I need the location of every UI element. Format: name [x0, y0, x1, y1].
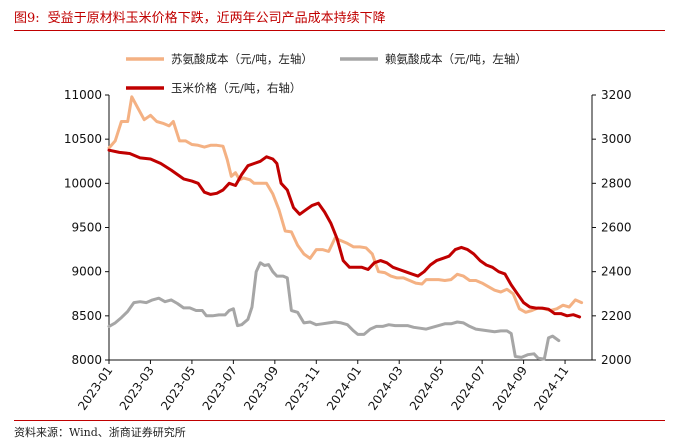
x-axis-tick-label: 2023-09 [241, 364, 281, 413]
right-axis-tick-label: 2400 [601, 265, 632, 279]
left-axis-tick-label: 8500 [71, 309, 102, 323]
right-axis-tick-label: 2600 [601, 221, 632, 235]
source-note: 资料来源：Wind、浙商证券研究所 [14, 426, 186, 439]
right-axis-tick-label: 2800 [601, 176, 632, 190]
right-axis-tick-label: 3000 [601, 132, 632, 146]
x-axis-tick-label: 2024-03 [365, 364, 405, 413]
series-line-1 [107, 95, 584, 314]
legend-label-2: 赖氨酸成本（元/吨，左轴） [385, 52, 527, 66]
chart-axes: 8000 8500 9000 9500 10000 10500 11000 2000 2200 2… [64, 88, 632, 413]
x-axis-tick-label: 2024-11 [531, 364, 571, 413]
left-axis-tick-label: 9000 [71, 265, 102, 279]
title-divider [14, 30, 665, 31]
left-axis-tick-label: 10000 [64, 176, 102, 190]
figure-title: 图9: 受益于原材料玉米价格下跌，近两年公司产品成本持续下降 [14, 7, 386, 26]
source-divider [14, 420, 665, 421]
x-axis-tick-label: 2023-05 [158, 364, 198, 413]
figure-number: 图9: [14, 11, 40, 26]
right-axis-tick-label: 2000 [601, 353, 632, 367]
left-axis-tick-label: 8000 [71, 353, 102, 367]
x-axis-tick-label: 2024-05 [407, 364, 447, 413]
x-axis-tick-label: 2024-01 [324, 364, 364, 413]
left-axis-tick-label: 9500 [71, 221, 102, 235]
x-axis-tick-label: 2024-07 [448, 364, 488, 413]
figure-title-text: 受益于原材料玉米价格下跌，近两年公司产品成本持续下降 [47, 11, 386, 26]
chart-legend: 苏氨酸成本（元/吨，左轴） 赖氨酸成本（元/吨，左轴） 玉米价格（元/吨，右轴） [126, 52, 527, 95]
x-axis-tick-label: 2023-03 [117, 364, 157, 413]
chart-series-layer [107, 95, 584, 361]
legend-label-3: 玉米价格（元/吨，右轴） [171, 81, 301, 95]
right-axis-tick-label: 3200 [601, 88, 632, 102]
x-axis-tick-label: 2023-01 [75, 364, 115, 413]
left-axis-tick-label: 10500 [64, 132, 102, 146]
x-axis-tick-label: 2023-11 [283, 364, 323, 413]
left-axis-tick-label: 11000 [64, 88, 102, 102]
x-axis-tick-label: 2023-07 [200, 364, 240, 413]
series-line-3 [107, 148, 582, 319]
right-axis-tick-label: 2200 [601, 309, 632, 323]
series-line-2 [107, 261, 561, 361]
legend-label-1: 苏氨酸成本（元/吨，左轴） [171, 52, 313, 66]
x-axis-tick-label: 2024-09 [490, 364, 530, 413]
